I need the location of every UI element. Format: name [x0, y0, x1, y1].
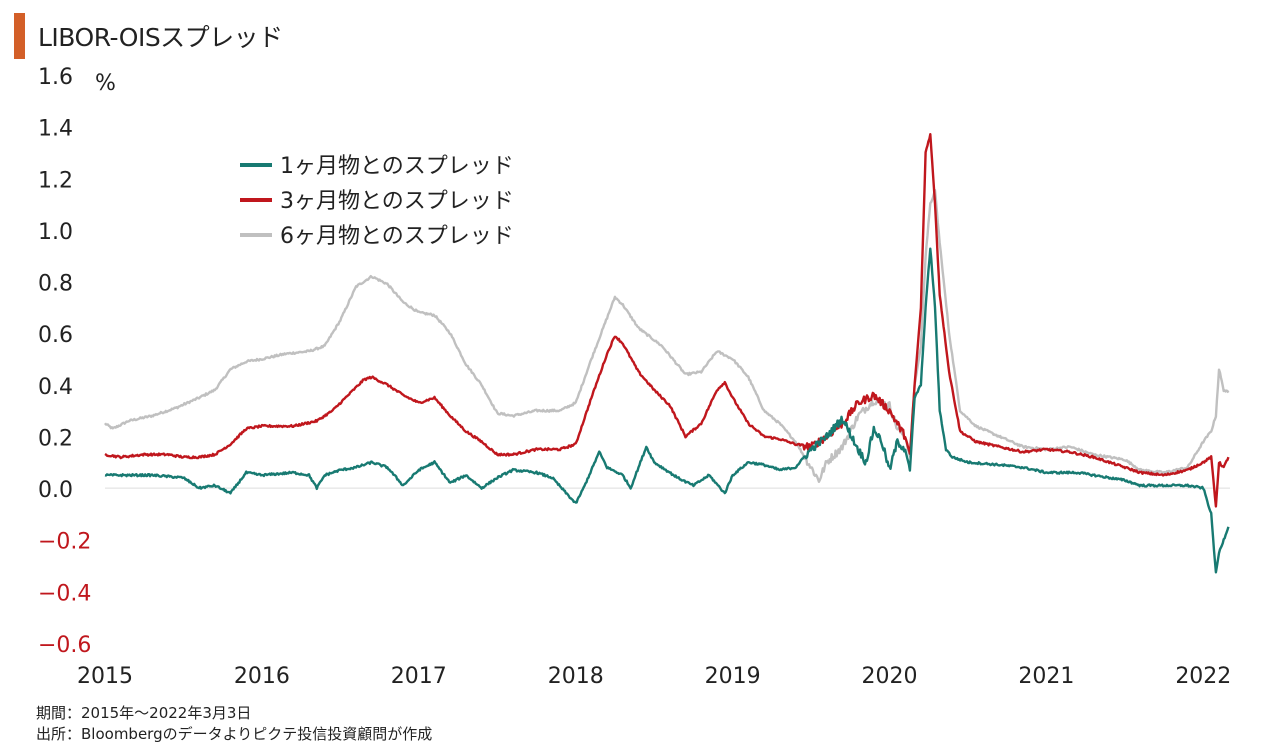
series-line	[104, 132, 1230, 508]
x-tick-label: 2019	[705, 664, 761, 689]
x-tick-label: 2020	[862, 664, 918, 689]
y-axis-unit: %	[95, 71, 116, 96]
y-axis-ticks: 1.6 1.4 1.2 1.0 0.8 0.6 0.4 0.2 0.0 −0.2 −0.4 −0.6	[38, 65, 91, 658]
y-tick-label: 1.2	[38, 168, 73, 193]
x-tick-label: 2018	[548, 664, 604, 689]
legend-label: 3ヶ月物とのスプレッド	[280, 189, 514, 214]
y-tick-label: 0.2	[38, 426, 73, 451]
source-note: 出所：Bloombergのデータよりピクテ投信投資顧問が作成	[36, 725, 433, 743]
series-line	[104, 188, 1230, 483]
y-tick-label: −0.2	[38, 530, 91, 555]
y-tick-label: −0.4	[38, 581, 91, 606]
x-tick-label: 2017	[391, 664, 447, 689]
x-axis-ticks: 2015 2016 2017 2018 2019 2020 2021 2022	[77, 664, 1231, 689]
x-tick-label: 2015	[77, 664, 133, 689]
legend: 1ヶ月物とのスプレッド 3ヶ月物とのスプレッド 6ヶ月物とのスプレッド	[240, 154, 514, 249]
period-note: 期間：2015年～2022年3月3日	[36, 704, 252, 722]
x-tick-label: 2021	[1018, 664, 1074, 689]
x-tick-label: 2022	[1175, 664, 1231, 689]
series-lines	[104, 132, 1230, 574]
legend-label: 1ヶ月物とのスプレッド	[280, 154, 514, 179]
y-tick-label: 1.6	[38, 65, 73, 90]
y-tick-label: 1.0	[38, 220, 73, 245]
y-tick-label: 0.4	[38, 375, 73, 400]
x-tick-label: 2016	[234, 664, 290, 689]
series-line	[104, 247, 1230, 574]
y-tick-label: 1.4	[38, 117, 73, 142]
chart-title: LIBOR-OISスプレッド	[38, 23, 283, 52]
y-tick-label: 0.0	[38, 478, 73, 503]
title-accent-bar	[14, 13, 25, 59]
y-tick-label: 0.6	[38, 323, 73, 348]
chart-notes: 期間：2015年～2022年3月3日 出所：Bloombergのデータよりピクテ…	[36, 703, 432, 745]
y-tick-label: 0.8	[38, 272, 73, 297]
legend-label: 6ヶ月物とのスプレッド	[280, 224, 514, 249]
y-tick-label: −0.6	[38, 633, 91, 658]
